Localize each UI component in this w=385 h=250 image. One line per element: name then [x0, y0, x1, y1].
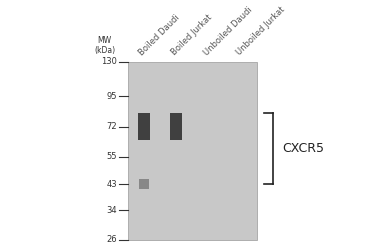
Text: 55: 55 — [107, 152, 117, 161]
Text: 43: 43 — [107, 180, 117, 188]
Text: CXCR5: CXCR5 — [282, 142, 324, 155]
FancyBboxPatch shape — [137, 112, 150, 140]
FancyBboxPatch shape — [127, 62, 258, 240]
Text: 95: 95 — [107, 92, 117, 101]
Text: Unboiled Jurkat: Unboiled Jurkat — [235, 5, 287, 57]
Text: 72: 72 — [107, 122, 117, 132]
FancyBboxPatch shape — [170, 112, 182, 140]
FancyBboxPatch shape — [139, 179, 149, 189]
Text: 34: 34 — [107, 206, 117, 214]
Text: Boiled Daudi: Boiled Daudi — [137, 13, 182, 57]
Text: MW
(kDa): MW (kDa) — [94, 36, 115, 55]
Text: 130: 130 — [101, 57, 117, 66]
Text: Boiled Jurkat: Boiled Jurkat — [170, 13, 214, 57]
Text: 26: 26 — [107, 235, 117, 244]
Text: Unboiled Daudi: Unboiled Daudi — [203, 5, 254, 57]
